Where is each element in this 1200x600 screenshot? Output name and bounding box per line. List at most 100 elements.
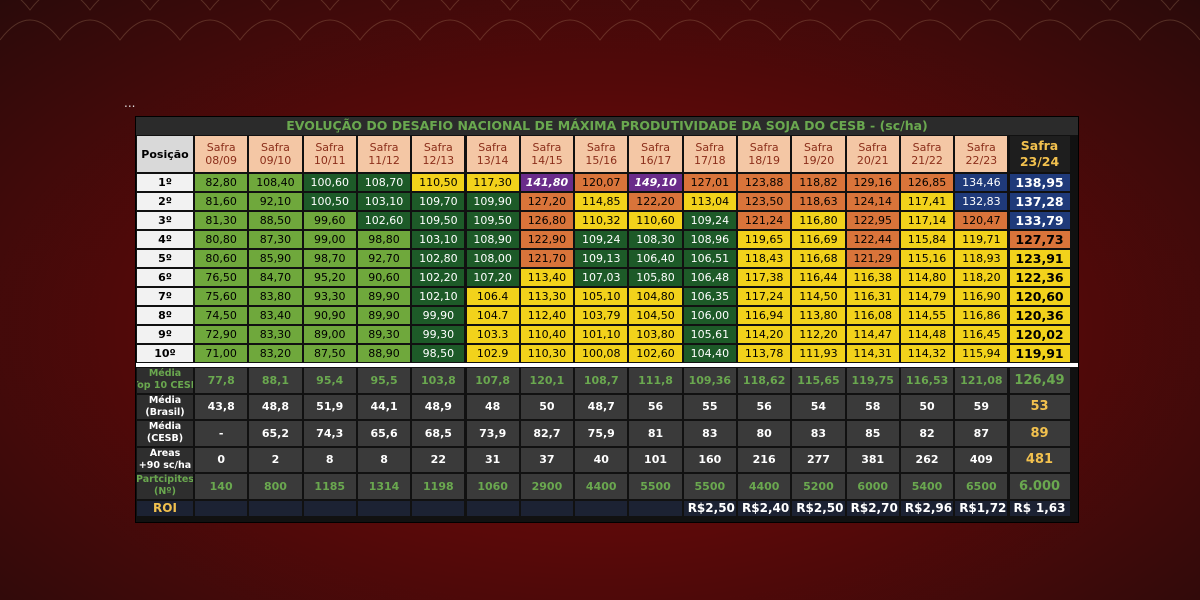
- position-label: 1º: [136, 173, 194, 192]
- table-cell: 102.9: [465, 344, 520, 363]
- table-cell: 122,20: [628, 192, 683, 211]
- footer-cell: 87: [954, 420, 1009, 447]
- table-cell: 106,40: [628, 249, 683, 268]
- table-cell: 87,30: [248, 230, 303, 249]
- footer-cell: 85: [845, 420, 900, 447]
- table-cell: 108,70: [356, 173, 412, 192]
- table-cell: 116,80: [791, 211, 846, 230]
- table-cell: 92,10: [248, 192, 303, 211]
- roi-cell-empty: [302, 499, 357, 517]
- table-cell: 115,16: [899, 249, 955, 268]
- table-cell: 85,90: [248, 249, 303, 268]
- footer-cell: 55: [682, 393, 737, 420]
- footer-cell: 75,9: [574, 420, 629, 447]
- table-cell: 100,50: [302, 192, 357, 211]
- footer-cell: 5500: [628, 473, 683, 500]
- season-header-years: 21/22: [911, 154, 943, 167]
- footer-cell: 89: [1008, 420, 1071, 447]
- table-cell: 122,44: [845, 230, 900, 249]
- footer-cell: 65,6: [356, 420, 412, 447]
- season-header: Safra 17/18: [682, 135, 737, 173]
- footer-row-label-line: (Nº): [154, 486, 176, 498]
- footer-cell: 40: [574, 446, 629, 473]
- table-cell: 120,02: [1008, 325, 1071, 344]
- table-cell: 127,01: [682, 173, 737, 192]
- table-cell: 116,08: [845, 306, 900, 325]
- season-header-years: 19/20: [802, 154, 835, 167]
- position-label: 4º: [136, 230, 194, 249]
- season-header-years: 14/15: [531, 154, 563, 167]
- roi-cell-empty: [356, 499, 412, 517]
- footer-cell: 77,8: [194, 367, 249, 394]
- footer-cell: 126,49: [1008, 367, 1071, 394]
- footer-cell: 22: [411, 446, 466, 473]
- table-cell: 117,24: [737, 287, 792, 306]
- footer-cell: 118,62: [737, 367, 792, 394]
- footer-cell: 81: [628, 420, 683, 447]
- footer-row-label-line: +90 sc/ha: [138, 459, 192, 471]
- table-cell: 83,30: [248, 325, 303, 344]
- table-cell: 93,30: [302, 287, 357, 306]
- table-cell: 106,00: [682, 306, 737, 325]
- table-cell: 111,93: [791, 344, 846, 363]
- season-header: Safra 20/21: [845, 135, 900, 173]
- season-header-word: Safra: [261, 141, 290, 154]
- table-cell: 107,03: [574, 268, 629, 287]
- roi-cell-empty: [248, 499, 303, 517]
- roi-currency: R$: [687, 501, 706, 515]
- table-cell: 138,95: [1008, 173, 1071, 192]
- roi-currency: R$: [742, 501, 760, 515]
- table-cell: 114,31: [845, 344, 900, 363]
- table-cell: 119,65: [737, 230, 792, 249]
- roi-currency: R$: [959, 501, 977, 515]
- table-cell: 99,60: [302, 211, 357, 230]
- table-cell: 115,84: [899, 230, 955, 249]
- roi-cell: R$ 1,63: [1008, 499, 1071, 517]
- season-header-word: Safra: [966, 141, 996, 154]
- table-cell: 99,90: [411, 306, 466, 325]
- roi-cell-empty: [628, 499, 683, 517]
- season-header: Safra 12/13: [411, 135, 466, 173]
- footer-cell: 103,8: [411, 367, 466, 394]
- roi-cell: R$ 2,96: [899, 499, 955, 517]
- footer-cell: 88,1: [248, 367, 303, 394]
- table-cell: 105,61: [682, 325, 737, 344]
- footer-cell: 6500: [954, 473, 1009, 500]
- roi-currency: R$: [850, 501, 869, 515]
- position-label: 2º: [136, 192, 194, 211]
- table-cell: 109,50: [411, 211, 466, 230]
- footer-row-label-line: Média: [148, 421, 182, 433]
- footer-cell: 0: [194, 446, 249, 473]
- footer-cell: 80: [737, 420, 792, 447]
- table-cell: 76,50: [194, 268, 249, 287]
- footer-cell: 115,65: [791, 367, 846, 394]
- table-cell: 110,50: [411, 173, 466, 192]
- footer-cell: -: [194, 420, 249, 447]
- table-cell: 118,20: [954, 268, 1009, 287]
- table-cell: 120,60: [1008, 287, 1071, 306]
- table-cell: 99,00: [302, 230, 357, 249]
- roi-cell-empty: [411, 499, 466, 517]
- footer-cell: 5500: [682, 473, 737, 500]
- roi-cell: R$ 1,72: [954, 499, 1009, 517]
- table-cell: 106,35: [682, 287, 737, 306]
- table-cell: 109,13: [574, 249, 629, 268]
- footer-cell: 409: [954, 446, 1009, 473]
- table-cell: 127,20: [519, 192, 575, 211]
- position-label: 5º: [136, 249, 194, 268]
- footer-cell: 111,8: [628, 367, 683, 394]
- table-title: EVOLUÇÃO DO DESAFIO NACIONAL DE MÁXIMA P…: [136, 117, 1078, 135]
- footer-cell: 48,7: [574, 393, 629, 420]
- season-header-years: 15/16: [585, 154, 618, 167]
- table-cell: 114,80: [899, 268, 955, 287]
- season-header-word: Safra: [586, 141, 616, 154]
- table-cell: 108,96: [682, 230, 737, 249]
- season-header-word: Safra: [315, 141, 345, 154]
- season-header-years: 18/19: [748, 154, 780, 167]
- season-header-years: 08/09: [205, 154, 237, 167]
- footer-cell: 4400: [574, 473, 629, 500]
- footer-cell: 48,8: [248, 393, 303, 420]
- season-header-years: 12/13: [422, 154, 455, 167]
- footer-cell: 5400: [899, 473, 955, 500]
- table-cell: 116,38: [845, 268, 900, 287]
